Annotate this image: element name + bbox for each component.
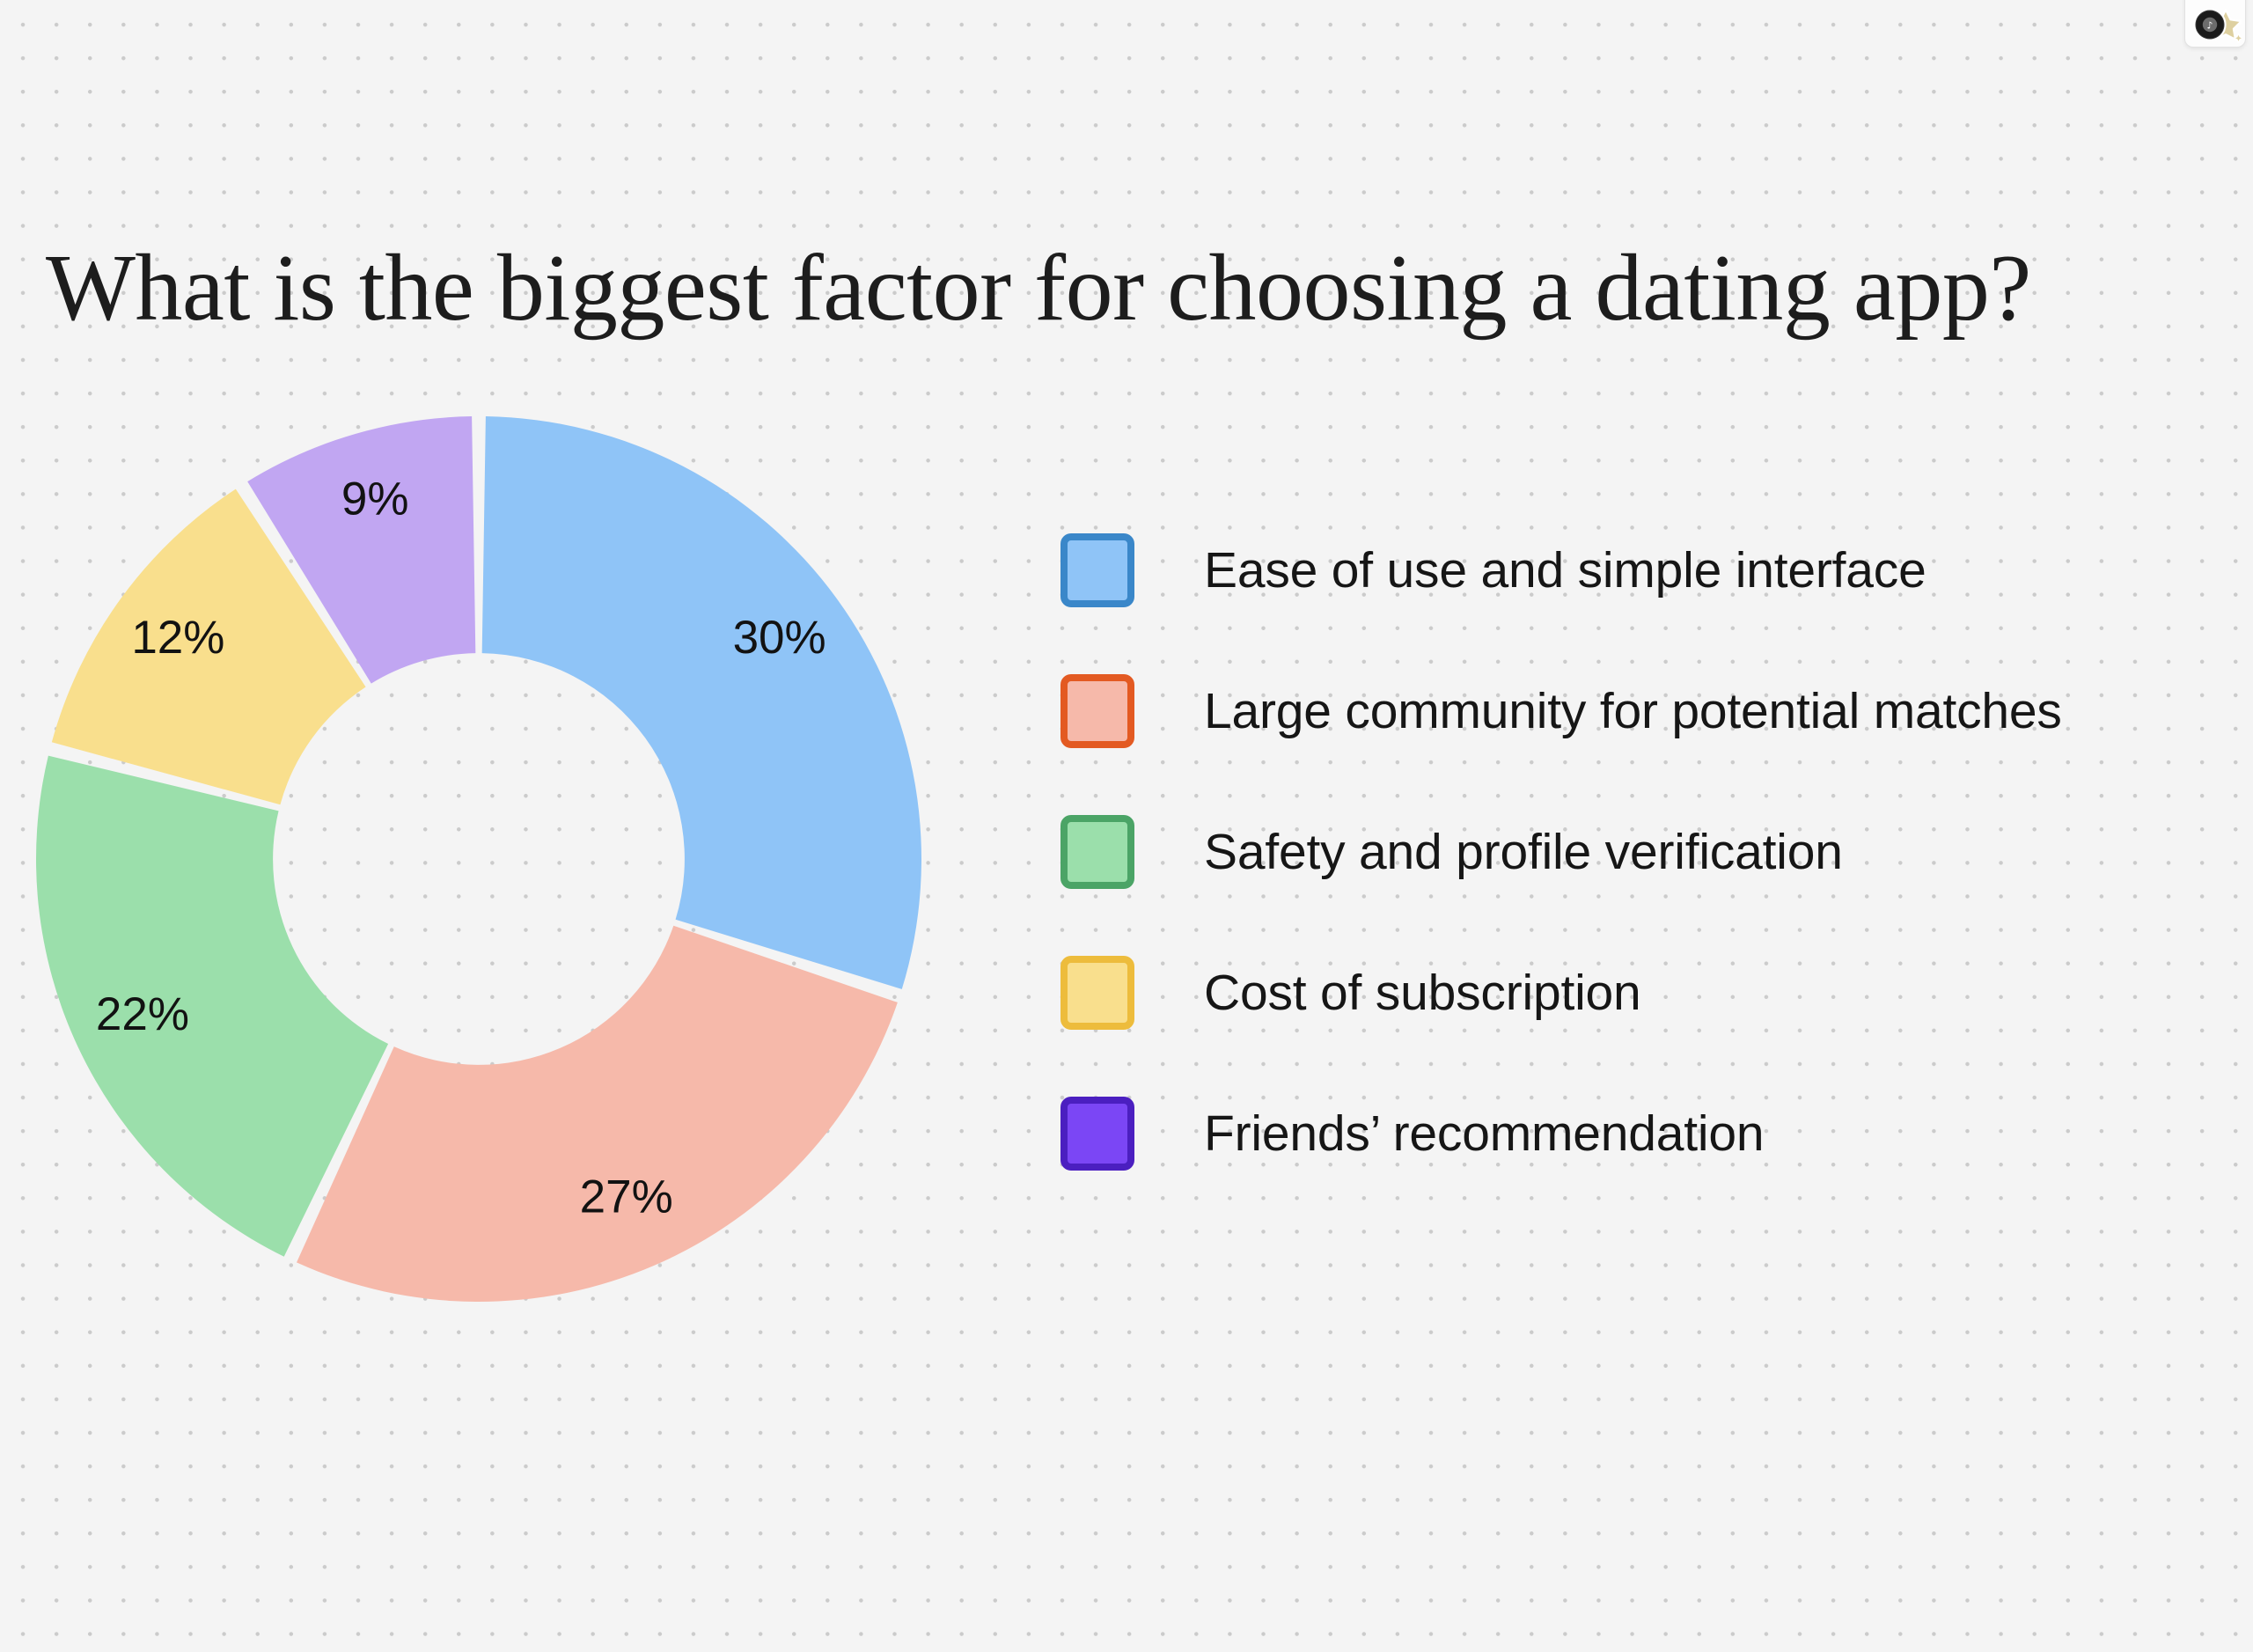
donut-slice-label: 22%: [96, 988, 189, 1040]
legend-swatch-4: [1060, 1097, 1134, 1171]
chart-legend: Ease of use and simple interface Large co…: [1060, 500, 2187, 1204]
svg-text:♪: ♪: [2206, 19, 2213, 31]
donut-chart: 30% 27% 22% 12% 9%: [33, 414, 924, 1304]
vinyl-record-shape: ♪: [2193, 8, 2227, 41]
donut-slice-label: 27%: [580, 1171, 673, 1223]
donut-slice[interactable]: [36, 755, 389, 1257]
donut-slice[interactable]: [481, 416, 921, 989]
donut-slice[interactable]: [247, 416, 476, 684]
legend-item[interactable]: Cost of subscription: [1060, 922, 2187, 1063]
legend-item[interactable]: Friends’ recommendation: [1060, 1063, 2187, 1204]
legend-item-label: Safety and profile verification: [1204, 824, 1843, 880]
legend-item-label: Large community for potential matches: [1204, 683, 2062, 739]
donut-slice[interactable]: [297, 925, 898, 1303]
legend-item-label: Cost of subscription: [1204, 965, 1641, 1021]
legend-item[interactable]: Large community for potential matches: [1060, 641, 2187, 782]
donut-chart-svg: 30% 27% 22% 12% 9%: [36, 416, 921, 1303]
donut-slice-label: 30%: [733, 612, 826, 664]
donut-slice-label: 9%: [341, 473, 409, 525]
legend-item-label: Ease of use and simple interface: [1204, 542, 1926, 598]
page-title: What is the biggest factor for choosing …: [46, 236, 2031, 341]
vinyl-record-star-icon: ♪: [2193, 8, 2242, 43]
legend-swatch-3: [1060, 956, 1134, 1030]
legend-swatch-0: [1060, 533, 1134, 607]
donut-slice-group: [36, 416, 921, 1303]
legend-item[interactable]: Safety and profile verification: [1060, 782, 2187, 922]
donut-slice[interactable]: [51, 488, 366, 805]
sticker-card[interactable]: ♪: [2184, 0, 2246, 48]
legend-swatch-2: [1060, 815, 1134, 889]
legend-item-label: Friends’ recommendation: [1204, 1105, 1765, 1162]
donut-slice-label: 12%: [131, 612, 224, 664]
legend-item[interactable]: Ease of use and simple interface: [1060, 500, 2187, 641]
legend-swatch-1: [1060, 674, 1134, 748]
donut-label-group: 30% 27% 22% 12% 9%: [96, 473, 826, 1222]
